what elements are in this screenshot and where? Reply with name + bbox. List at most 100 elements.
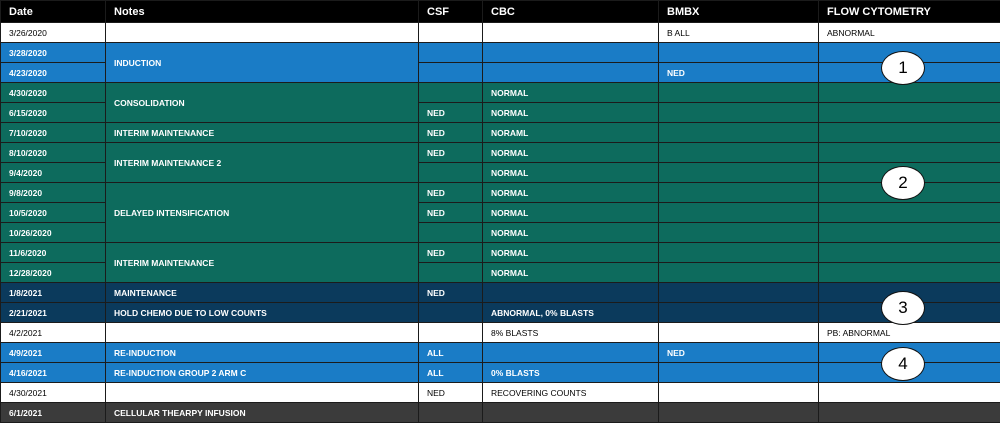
flow-cell [818, 122, 1000, 143]
column-header: BMBX [658, 0, 819, 23]
notes-cell: MAINTENANCE [105, 282, 419, 303]
notes-cell: CONSOLIDATION [105, 82, 419, 123]
flow-cell: ABNORMAL [818, 22, 1000, 43]
flow-cell [818, 102, 1000, 123]
csf-cell [418, 262, 483, 283]
annotation-circle: 3 [881, 291, 925, 325]
cbc-cell: NORMAL [482, 222, 659, 243]
notes-cell: RE-INDUCTION GROUP 2 ARM C [105, 362, 419, 383]
cbc-cell: ABNORMAL, 0% BLASTS [482, 302, 659, 323]
date-cell: 9/8/2020 [0, 182, 106, 203]
csf-cell [418, 62, 483, 83]
table-row: 4/16/2021 RE-INDUCTION GROUP 2 ARM C ALL 0%… [0, 362, 1000, 383]
date-cell: 9/4/2020 [0, 162, 106, 183]
date-cell: 3/28/2020 [0, 42, 106, 63]
table-row: 3/26/2020 B ALL ABNORMAL [0, 22, 1000, 43]
bmbx-cell [658, 322, 819, 343]
csf-cell: NED [418, 122, 483, 143]
notes-cell: INTERIM MAINTENANCE 2 [105, 142, 419, 183]
date-cell: 4/16/2021 [0, 362, 106, 383]
flow-cell [818, 402, 1000, 423]
csf-cell: NED [418, 282, 483, 303]
table-row: 4/2/2021 8% BLASTS PB: ABNORMAL [0, 322, 1000, 343]
csf-cell [418, 402, 483, 423]
cbc-cell [482, 62, 659, 83]
date-cell: 4/9/2021 [0, 342, 106, 363]
csf-cell: NED [418, 382, 483, 403]
bmbx-cell [658, 282, 819, 303]
cbc-cell: NORMAL [482, 242, 659, 263]
notes-cell: INTERIM MAINTENANCE [105, 122, 419, 143]
date-cell: 12/28/2020 [0, 262, 106, 283]
bmbx-cell [658, 142, 819, 163]
bmbx-cell [658, 42, 819, 63]
csf-cell: NED [418, 202, 483, 223]
cbc-cell: 8% BLASTS [482, 322, 659, 343]
cbc-cell: NORMAL [482, 142, 659, 163]
cbc-cell [482, 342, 659, 363]
date-cell: 4/23/2020 [0, 62, 106, 83]
bmbx-cell [658, 182, 819, 203]
csf-cell: NED [418, 142, 483, 163]
date-cell: 10/26/2020 [0, 222, 106, 243]
header-row: Date Notes CSF CBC BMBX FLOW CYTOMETRY [0, 0, 1000, 23]
cbc-cell: 0% BLASTS [482, 362, 659, 383]
table-row: 3/28/2020 INDUCTION [0, 42, 1000, 83]
table-row: 11/6/2020 INTERIM MAINTENANCE NED NORMAL [0, 242, 1000, 283]
date-cell: 10/5/2020 [0, 202, 106, 223]
bmbx-cell [658, 222, 819, 243]
date-cell: 6/1/2021 [0, 402, 106, 423]
cbc-cell: NORAML [482, 122, 659, 143]
csf-cell: NED [418, 102, 483, 123]
bmbx-cell [658, 122, 819, 143]
csf-cell: NED [418, 182, 483, 203]
flow-cell [818, 82, 1000, 103]
table-row: 4/30/2021 NED RECOVERING COUNTS [0, 382, 1000, 403]
bmbx-cell [658, 402, 819, 423]
csf-cell: ALL [418, 342, 483, 363]
csf-cell [418, 162, 483, 183]
notes-cell [105, 322, 419, 343]
table-row: 1/8/2021 MAINTENANCE NED [0, 282, 1000, 303]
column-header: Date [0, 0, 106, 23]
column-header: FLOW CYTOMETRY [818, 0, 1000, 23]
notes-cell: INDUCTION [105, 42, 419, 83]
bmbx-cell: NED [658, 342, 819, 363]
flow-cell [818, 262, 1000, 283]
flow-cell [818, 142, 1000, 163]
date-cell: 6/15/2020 [0, 102, 106, 123]
csf-cell: ALL [418, 362, 483, 383]
csf-cell [418, 42, 483, 63]
date-cell: 4/30/2021 [0, 382, 106, 403]
date-cell: 8/10/2020 [0, 142, 106, 163]
cbc-cell: NORMAL [482, 82, 659, 103]
annotation-circle: 1 [881, 51, 925, 85]
bmbx-cell [658, 202, 819, 223]
notes-cell: INTERIM MAINTENANCE [105, 242, 419, 283]
notes-cell [105, 22, 419, 43]
table-row: 4/23/2020 NED [0, 62, 1000, 83]
cbc-cell: NORMAL [482, 162, 659, 183]
column-header: CBC [482, 0, 659, 23]
table-row: 6/15/2020 NED NORMAL [0, 102, 1000, 123]
table-row: 6/1/2021 CELLULAR THEARPY INFUSION [0, 402, 1000, 423]
table-row: 10/5/2020 NED NORMAL [0, 202, 1000, 223]
table-row: 4/30/2020 CONSOLIDATION NORMAL [0, 82, 1000, 123]
flow-cell: PB: ABNORMAL [818, 322, 1000, 343]
cbc-cell: NORMAL [482, 202, 659, 223]
bmbx-cell [658, 82, 819, 103]
cbc-cell [482, 22, 659, 43]
flow-cell [818, 222, 1000, 243]
flow-cell [818, 382, 1000, 403]
csf-cell: NED [418, 242, 483, 263]
bmbx-cell [658, 302, 819, 323]
cbc-cell [482, 282, 659, 303]
notes-cell: CELLULAR THEARPY INFUSION [105, 402, 419, 423]
column-header: Notes [105, 0, 419, 23]
date-cell: 4/30/2020 [0, 82, 106, 103]
notes-cell: DELAYED INTENSIFICATION [105, 182, 419, 243]
table-row: 7/10/2020 INTERIM MAINTENANCE NED NORAML [0, 122, 1000, 143]
bmbx-cell [658, 162, 819, 183]
column-header: CSF [418, 0, 483, 23]
